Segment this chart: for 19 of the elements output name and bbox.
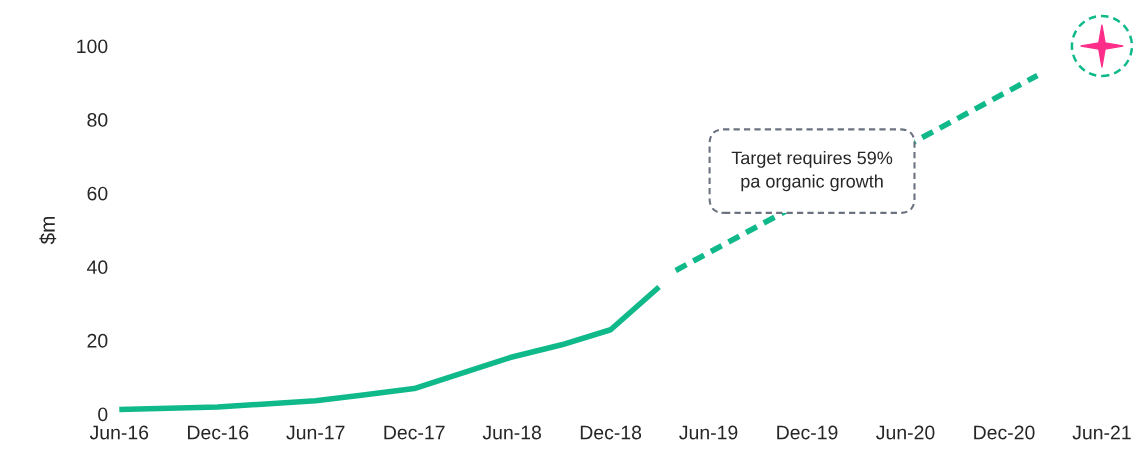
annotation: Target requires 59% pa organic growth — [731, 151, 893, 192]
x-tick-label: Dec-19 — [777, 425, 838, 440]
x-tick-label: Jun-16 — [89, 425, 149, 440]
x-tick-label: Jun-17 — [286, 425, 345, 440]
y-tick-label: 40 — [86, 260, 108, 275]
y-tick-label: 80 — [87, 113, 108, 127]
x-tick-label: Jun-18 — [482, 425, 541, 440]
y-tick-label: 60 — [87, 186, 108, 201]
x-tick-label: Dec-16 — [188, 425, 249, 440]
y-tick-label: 20 — [87, 333, 108, 348]
x-tick-label: Dec-18 — [580, 425, 642, 440]
x-tick-label: Dec-20 — [974, 425, 1035, 440]
x-tick-label: Jun-20 — [876, 425, 935, 440]
x-tick-label: Jun-21 — [1072, 425, 1131, 440]
y-axis-title: $m — [39, 216, 57, 245]
y-tick-label: 100 — [77, 39, 108, 54]
x-tick-label: Dec-17 — [384, 425, 445, 440]
x-tick-label: Jun-19 — [679, 425, 738, 440]
y-tick-label: 0 — [98, 407, 108, 422]
